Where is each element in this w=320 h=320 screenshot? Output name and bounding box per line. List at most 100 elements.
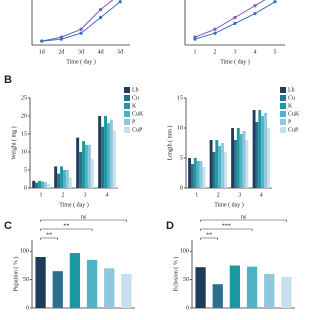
- legend-swatch: [124, 103, 130, 109]
- x-tick-label: 1d: [39, 49, 45, 55]
- significance-bracket: [40, 219, 127, 222]
- bar: [85, 144, 88, 188]
- significance-label: **: [46, 232, 52, 238]
- legend-label: CuK: [288, 111, 300, 117]
- bar: [242, 131, 246, 188]
- bar: [104, 268, 115, 308]
- y-tick-label: 5: [180, 155, 183, 161]
- bar: [90, 159, 94, 188]
- bar: [215, 140, 219, 188]
- significance-label: **: [206, 232, 212, 238]
- bar: [246, 266, 258, 308]
- bar: [218, 146, 222, 188]
- bar: [209, 140, 213, 188]
- point: [79, 27, 83, 31]
- bar: [196, 161, 200, 188]
- x-tick-label: 4d: [98, 49, 104, 55]
- legend-label: CuP: [288, 127, 299, 133]
- bar: [264, 274, 275, 308]
- legend-swatch: [124, 87, 130, 93]
- y-tick-label: 100: [180, 249, 189, 255]
- bar: [76, 137, 80, 188]
- bar: [202, 167, 206, 188]
- bar: [221, 143, 224, 188]
- bar: [38, 180, 41, 188]
- x-axis-label: Time ( day ): [66, 58, 96, 65]
- bar: [212, 284, 223, 308]
- y-tick-label: 10: [177, 125, 183, 131]
- bar: [52, 271, 63, 308]
- y-axis-label: Length ( mm ): [166, 126, 173, 161]
- x-tick-label: 1: [194, 49, 197, 55]
- y-tick-label: 5: [24, 167, 27, 173]
- bar: [112, 130, 116, 188]
- x-tick-label: 2: [217, 192, 220, 198]
- x-axis-label: Time ( day ): [59, 201, 89, 208]
- x-tick-label: 4: [106, 192, 109, 198]
- significance-bracket: [40, 237, 59, 240]
- bar: [82, 141, 85, 188]
- legend-label: Cu: [288, 95, 295, 101]
- panel-label: C: [4, 220, 12, 232]
- bar: [195, 267, 206, 308]
- x-tick-label: 3: [234, 49, 237, 55]
- y-tick-label: 0: [24, 185, 27, 191]
- point: [118, 0, 122, 4]
- bar: [258, 110, 262, 188]
- x-tick-label: 3d: [78, 49, 84, 55]
- legend-swatch: [124, 111, 130, 117]
- y-tick-label: 0: [186, 305, 189, 311]
- bar: [245, 140, 249, 188]
- bar: [54, 166, 58, 188]
- y-tick-label: 15: [21, 131, 27, 137]
- bar: [252, 110, 256, 188]
- legend-swatch: [280, 127, 286, 133]
- x-tick-label: 2d: [58, 49, 64, 55]
- x-tick-label: 4: [254, 49, 257, 55]
- bar: [188, 158, 192, 188]
- significance-bracket: [200, 219, 287, 222]
- bar: [69, 253, 81, 308]
- legend-swatch: [280, 119, 286, 125]
- panel-label: D: [166, 220, 174, 232]
- x-tick-label: 1: [195, 192, 198, 198]
- x-tick-label: 5: [274, 49, 277, 55]
- bar: [32, 180, 36, 188]
- point: [253, 4, 257, 8]
- point: [99, 8, 103, 12]
- bar: [87, 144, 91, 188]
- bar: [107, 123, 110, 188]
- bar: [60, 166, 63, 188]
- line: [41, 1, 121, 42]
- point: [193, 37, 197, 41]
- legend-swatch: [280, 87, 286, 93]
- bar: [199, 161, 203, 188]
- point: [233, 21, 237, 25]
- legend-label: CuK: [132, 111, 144, 117]
- bar: [79, 152, 83, 188]
- x-tick-label: 2: [62, 192, 65, 198]
- point: [273, 0, 277, 4]
- significance-label: ***: [222, 223, 231, 229]
- legend-label: Lb: [132, 87, 139, 93]
- x-axis-label: Time ( day ): [220, 58, 250, 65]
- x-tick-label: 2: [214, 49, 217, 55]
- panel-label: B: [4, 74, 12, 86]
- legend-label: P: [288, 119, 292, 125]
- point: [213, 31, 217, 35]
- y-axis-label: Weight ( mg ): [10, 126, 17, 159]
- significance-label: ns: [81, 214, 87, 220]
- bar: [239, 134, 243, 188]
- bar: [46, 183, 50, 188]
- point: [253, 11, 257, 16]
- y-tick-label: 15: [177, 95, 183, 101]
- legend-swatch: [124, 127, 130, 133]
- legend-swatch: [280, 95, 286, 101]
- point: [233, 15, 237, 20]
- x-tick-label: 5d: [117, 49, 123, 55]
- y-tick-label: 20: [21, 113, 27, 119]
- point: [40, 39, 44, 43]
- legend-label: CuP: [132, 127, 143, 133]
- bar: [41, 181, 44, 188]
